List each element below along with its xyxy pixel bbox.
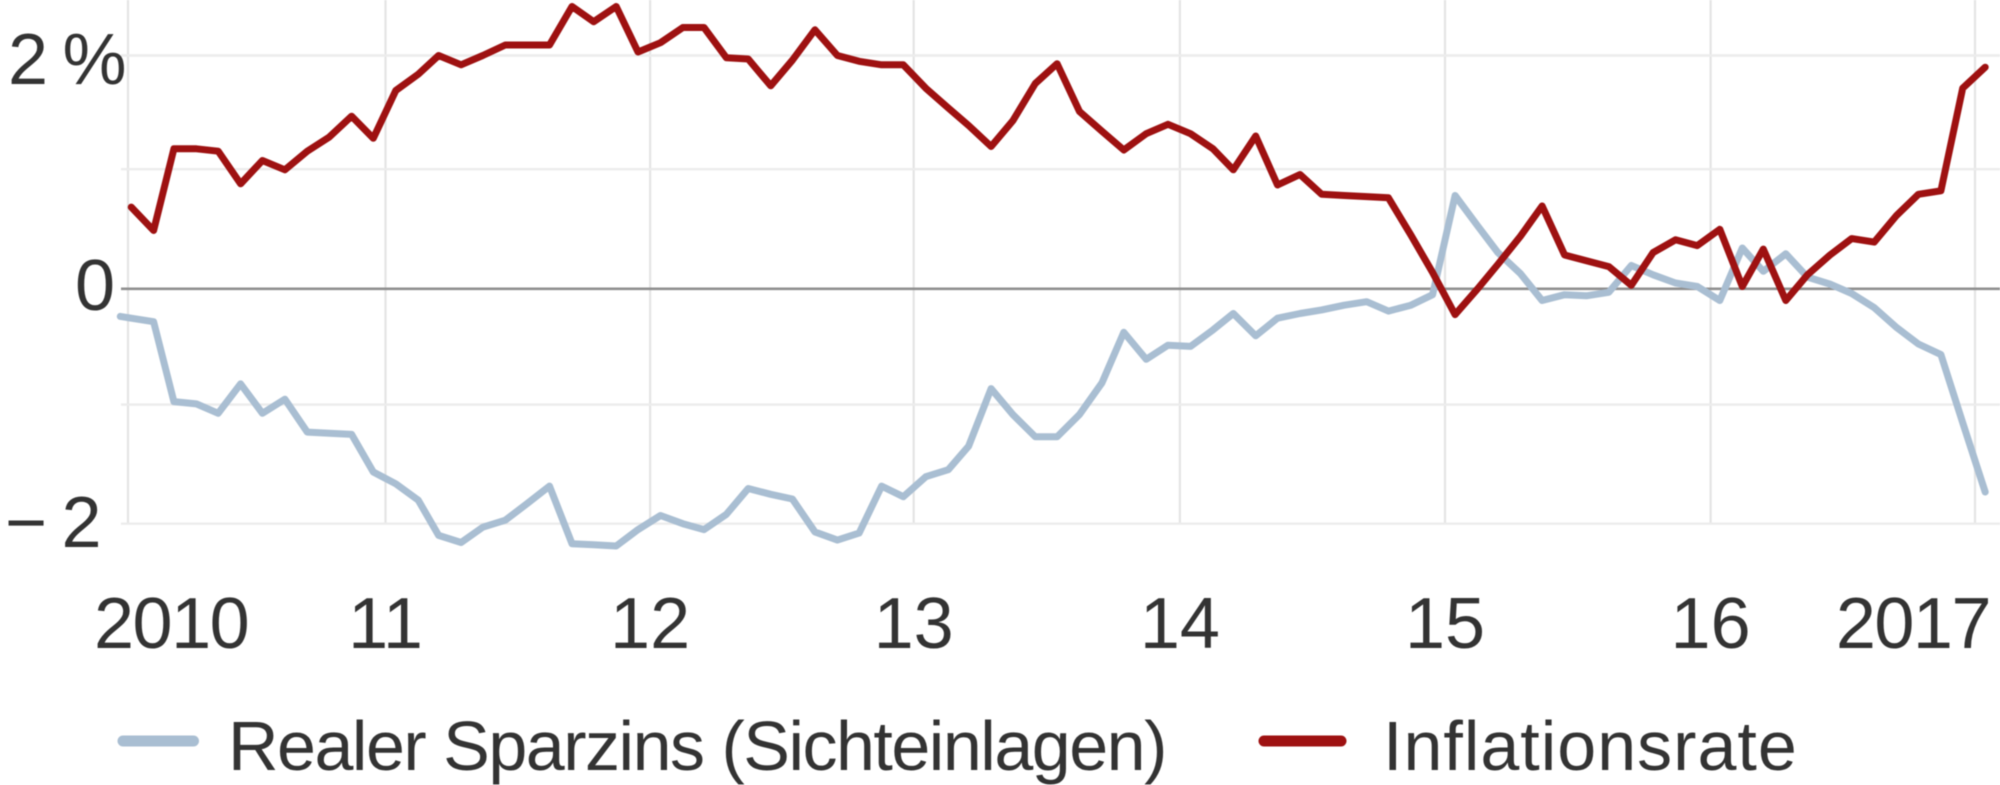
svg-text:2017: 2017 xyxy=(1836,584,1990,664)
svg-text:15: 15 xyxy=(1405,584,1485,664)
svg-text:11: 11 xyxy=(348,584,423,664)
svg-text:0: 0 xyxy=(75,246,115,326)
svg-text:12: 12 xyxy=(610,584,690,664)
svg-text:2010: 2010 xyxy=(94,584,248,664)
svg-text:Inflationsrate: Inflationsrate xyxy=(1383,707,1798,785)
svg-text:16: 16 xyxy=(1671,584,1751,664)
svg-text:13: 13 xyxy=(874,584,954,664)
svg-text:14: 14 xyxy=(1140,584,1220,664)
svg-text:2 %: 2 % xyxy=(8,20,126,100)
svg-text:Realer Sparzins (Sichteinlagen: Realer Sparzins (Sichteinlagen) xyxy=(228,707,1166,785)
svg-text:− 2: − 2 xyxy=(5,483,102,563)
